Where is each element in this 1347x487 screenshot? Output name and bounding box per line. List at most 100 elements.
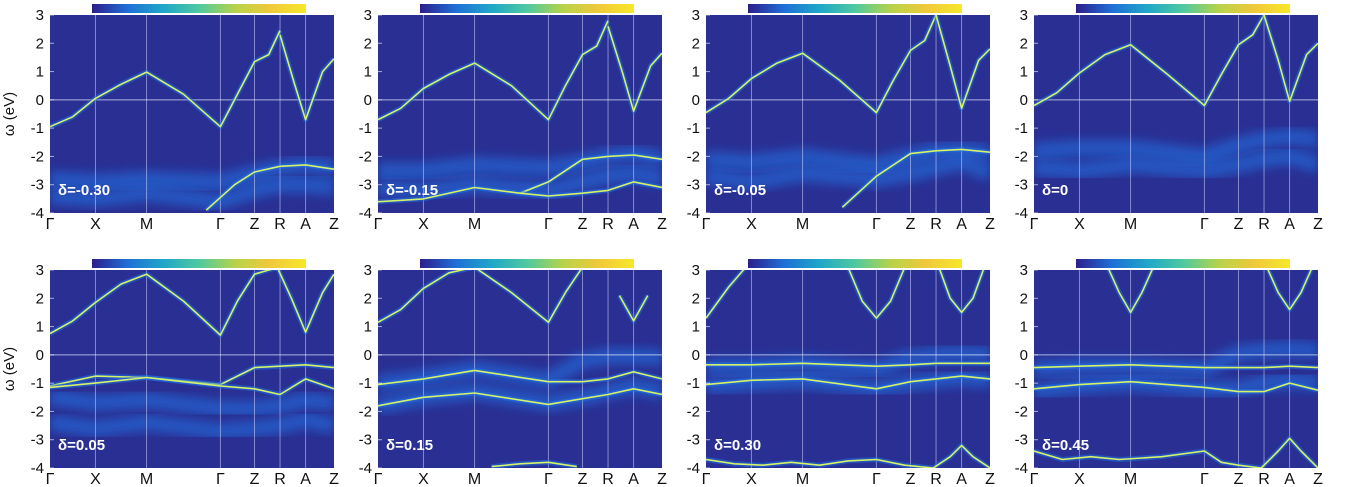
doping-label: δ=-0.30 — [58, 182, 110, 199]
k-point-label: M — [1124, 216, 1137, 233]
y-tick-label: 3 — [364, 262, 372, 279]
colorbar — [748, 4, 962, 13]
lower-band-2 — [50, 376, 334, 396]
k-point-label: X — [1074, 471, 1085, 487]
k-point-label: A — [1284, 471, 1295, 487]
y-tick-label: -4 — [687, 460, 700, 477]
y-tick-label: 2 — [1020, 35, 1028, 52]
y-tick-label: 3 — [1020, 7, 1028, 24]
k-point-label: X — [746, 216, 757, 233]
y-tick-label: -3 — [1015, 432, 1028, 449]
y-tick-label: 1 — [36, 319, 44, 336]
k-point-label: Z — [657, 216, 667, 233]
glow-band-2 — [378, 165, 662, 199]
colorbar — [1076, 4, 1290, 13]
k-point-label: Γ — [1200, 471, 1209, 487]
y-tick-label: 1 — [1020, 64, 1028, 81]
k-point-label: Z — [1313, 471, 1323, 487]
k-point-label: Z — [578, 471, 588, 487]
k-point-label: Γ — [872, 216, 881, 233]
lower-band-1 — [378, 369, 662, 386]
glow-band-2 — [50, 176, 334, 210]
k-point-label: A — [1284, 216, 1295, 233]
y-tick-label: -1 — [687, 375, 700, 392]
k-point-label: A — [956, 216, 967, 233]
quasiparticle-band-1 — [706, 270, 745, 319]
y-tick-label: -2 — [687, 148, 700, 165]
doping-label: δ=-0.15 — [386, 182, 438, 199]
y-tick-label: 0 — [1020, 347, 1028, 364]
lower-band-3 — [706, 444, 990, 468]
lower-band-2 — [1034, 380, 1318, 393]
quasiparticle-band-1 — [50, 30, 281, 128]
y-tick-label: -4 — [1015, 460, 1028, 477]
y-axis-title: ω (eV) — [1, 92, 18, 136]
colorbar — [420, 259, 634, 268]
quasiparticle-band-1 — [706, 15, 937, 114]
y-tick-label: -2 — [687, 403, 700, 420]
k-point-label: R — [274, 216, 286, 233]
k-point-label: Γ — [1030, 216, 1039, 233]
lower-band-2 — [378, 181, 662, 203]
k-point-label: Γ — [216, 216, 225, 233]
quasiparticle-band-1 — [378, 20, 609, 121]
k-point-label: Γ — [544, 471, 553, 487]
k-point-label: Z — [250, 471, 260, 487]
k-point-label: X — [418, 471, 429, 487]
y-tick-label: -1 — [1015, 375, 1028, 392]
y-tick-label: 2 — [36, 290, 44, 307]
y-tick-label: 1 — [1020, 319, 1028, 336]
k-point-label: Γ — [872, 471, 881, 487]
lower-band-1 — [706, 362, 990, 367]
lower-band-1 — [1034, 364, 1318, 369]
y-tick-label: -4 — [359, 205, 372, 222]
quasiparticle-band-1 — [1034, 15, 1265, 107]
y-tick-label: -1 — [31, 120, 44, 137]
k-point-label: X — [90, 216, 101, 233]
colorbar — [92, 259, 306, 268]
lower-band-1 — [205, 164, 334, 211]
k-point-label: A — [628, 216, 639, 233]
quasiparticle-band-3 — [939, 270, 985, 314]
y-tick-label: 2 — [36, 35, 44, 52]
y-tick-label: 0 — [692, 347, 700, 364]
k-point-label: X — [1074, 216, 1085, 233]
y-tick-label: -1 — [31, 375, 44, 392]
colorbar — [1076, 259, 1290, 268]
y-tick-label: 0 — [692, 92, 700, 109]
y-tick-label: -3 — [31, 432, 44, 449]
k-point-label: R — [930, 471, 942, 487]
k-point-label: X — [418, 216, 429, 233]
k-point-label: R — [602, 471, 614, 487]
k-point-label: X — [90, 471, 101, 487]
spectral-background — [1034, 15, 1318, 213]
k-point-label: X — [746, 471, 757, 487]
lower-band-3 — [491, 461, 577, 468]
y-tick-label: -2 — [359, 403, 372, 420]
glow-band-2 — [1034, 148, 1318, 179]
y-tick-label: -3 — [1015, 177, 1028, 194]
y-tick-label: 3 — [692, 262, 700, 279]
k-point-label: M — [796, 216, 809, 233]
y-tick-label: 2 — [364, 35, 372, 52]
quasiparticle-band-1 — [50, 270, 273, 336]
y-tick-label: 3 — [692, 7, 700, 24]
quasiparticle-band-2 — [607, 26, 662, 112]
quasiparticle-band-2 — [848, 270, 905, 319]
k-point-label: M — [468, 216, 481, 233]
y-tick-label: 1 — [364, 319, 372, 336]
y-tick-label: 0 — [364, 92, 372, 109]
doping-label: δ=0 — [1042, 182, 1068, 199]
glow-band-1 — [50, 389, 334, 417]
y-tick-label: -2 — [1015, 148, 1028, 165]
quasiparticle-band-2 — [618, 295, 649, 322]
k-point-label: R — [1258, 216, 1270, 233]
lower-band-1 — [50, 364, 334, 387]
y-tick-label: 0 — [364, 347, 372, 364]
glow-band-2 — [706, 154, 990, 190]
